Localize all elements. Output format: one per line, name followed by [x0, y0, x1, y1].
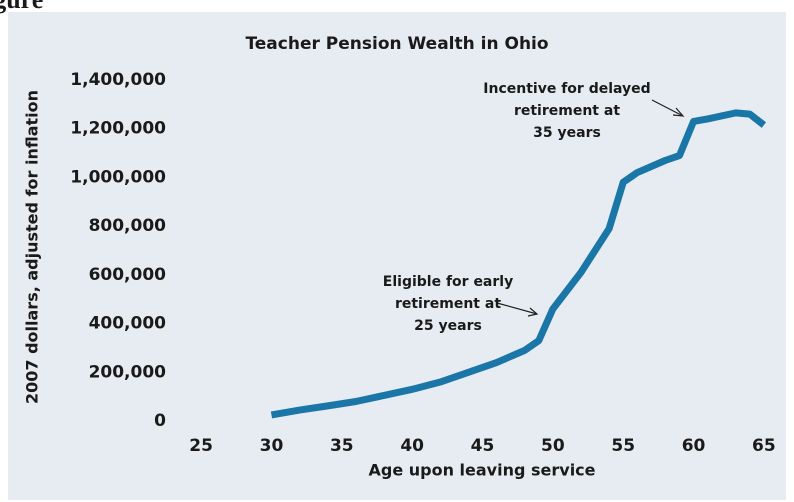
y-tick-label: 1,200,000	[70, 119, 166, 139]
y-tick-label: 400,000	[89, 314, 167, 334]
y-axis-label: 2007 dollars, adjusted for inflation	[23, 90, 42, 404]
y-tick-label: 800,000	[89, 216, 167, 236]
annotation-arrowhead	[672, 107, 685, 117]
annotation: Incentive for delayed	[483, 81, 650, 97]
annotation: retirement at	[395, 296, 501, 312]
annotation: Eligible for early	[383, 274, 513, 290]
y-tick-label: 1,400,000	[70, 70, 166, 90]
data-line	[270, 109, 767, 419]
x-tick-label: 35	[330, 436, 354, 456]
chart-title: Teacher Pension Wealth in Ohio	[245, 34, 548, 54]
y-tick-label: 0	[154, 411, 166, 431]
annotation-arrow	[651, 99, 684, 117]
figure-header: igure	[0, 0, 43, 14]
x-tick-label: 40	[400, 436, 424, 456]
x-tick-label: 55	[611, 436, 635, 456]
annotation-arrow	[496, 302, 538, 315]
x-tick-label: 25	[189, 436, 213, 456]
x-tick-label: 30	[260, 436, 284, 456]
annotation: 35 years	[533, 125, 601, 141]
y-tick-label: 600,000	[89, 265, 167, 285]
x-tick-label: 45	[471, 436, 495, 456]
annotation: 25 years	[414, 318, 482, 334]
annotation: retirement at	[514, 103, 620, 119]
y-tick-label: 1,000,000	[70, 167, 166, 187]
x-axis-label: Age upon leaving service	[368, 461, 595, 480]
panel	[8, 12, 786, 500]
annotation-arrowhead	[527, 307, 539, 317]
x-tick-label: 65	[752, 436, 776, 456]
x-tick-label: 60	[682, 436, 706, 456]
x-tick-label: 50	[541, 436, 565, 456]
y-tick-label: 200,000	[89, 362, 167, 382]
